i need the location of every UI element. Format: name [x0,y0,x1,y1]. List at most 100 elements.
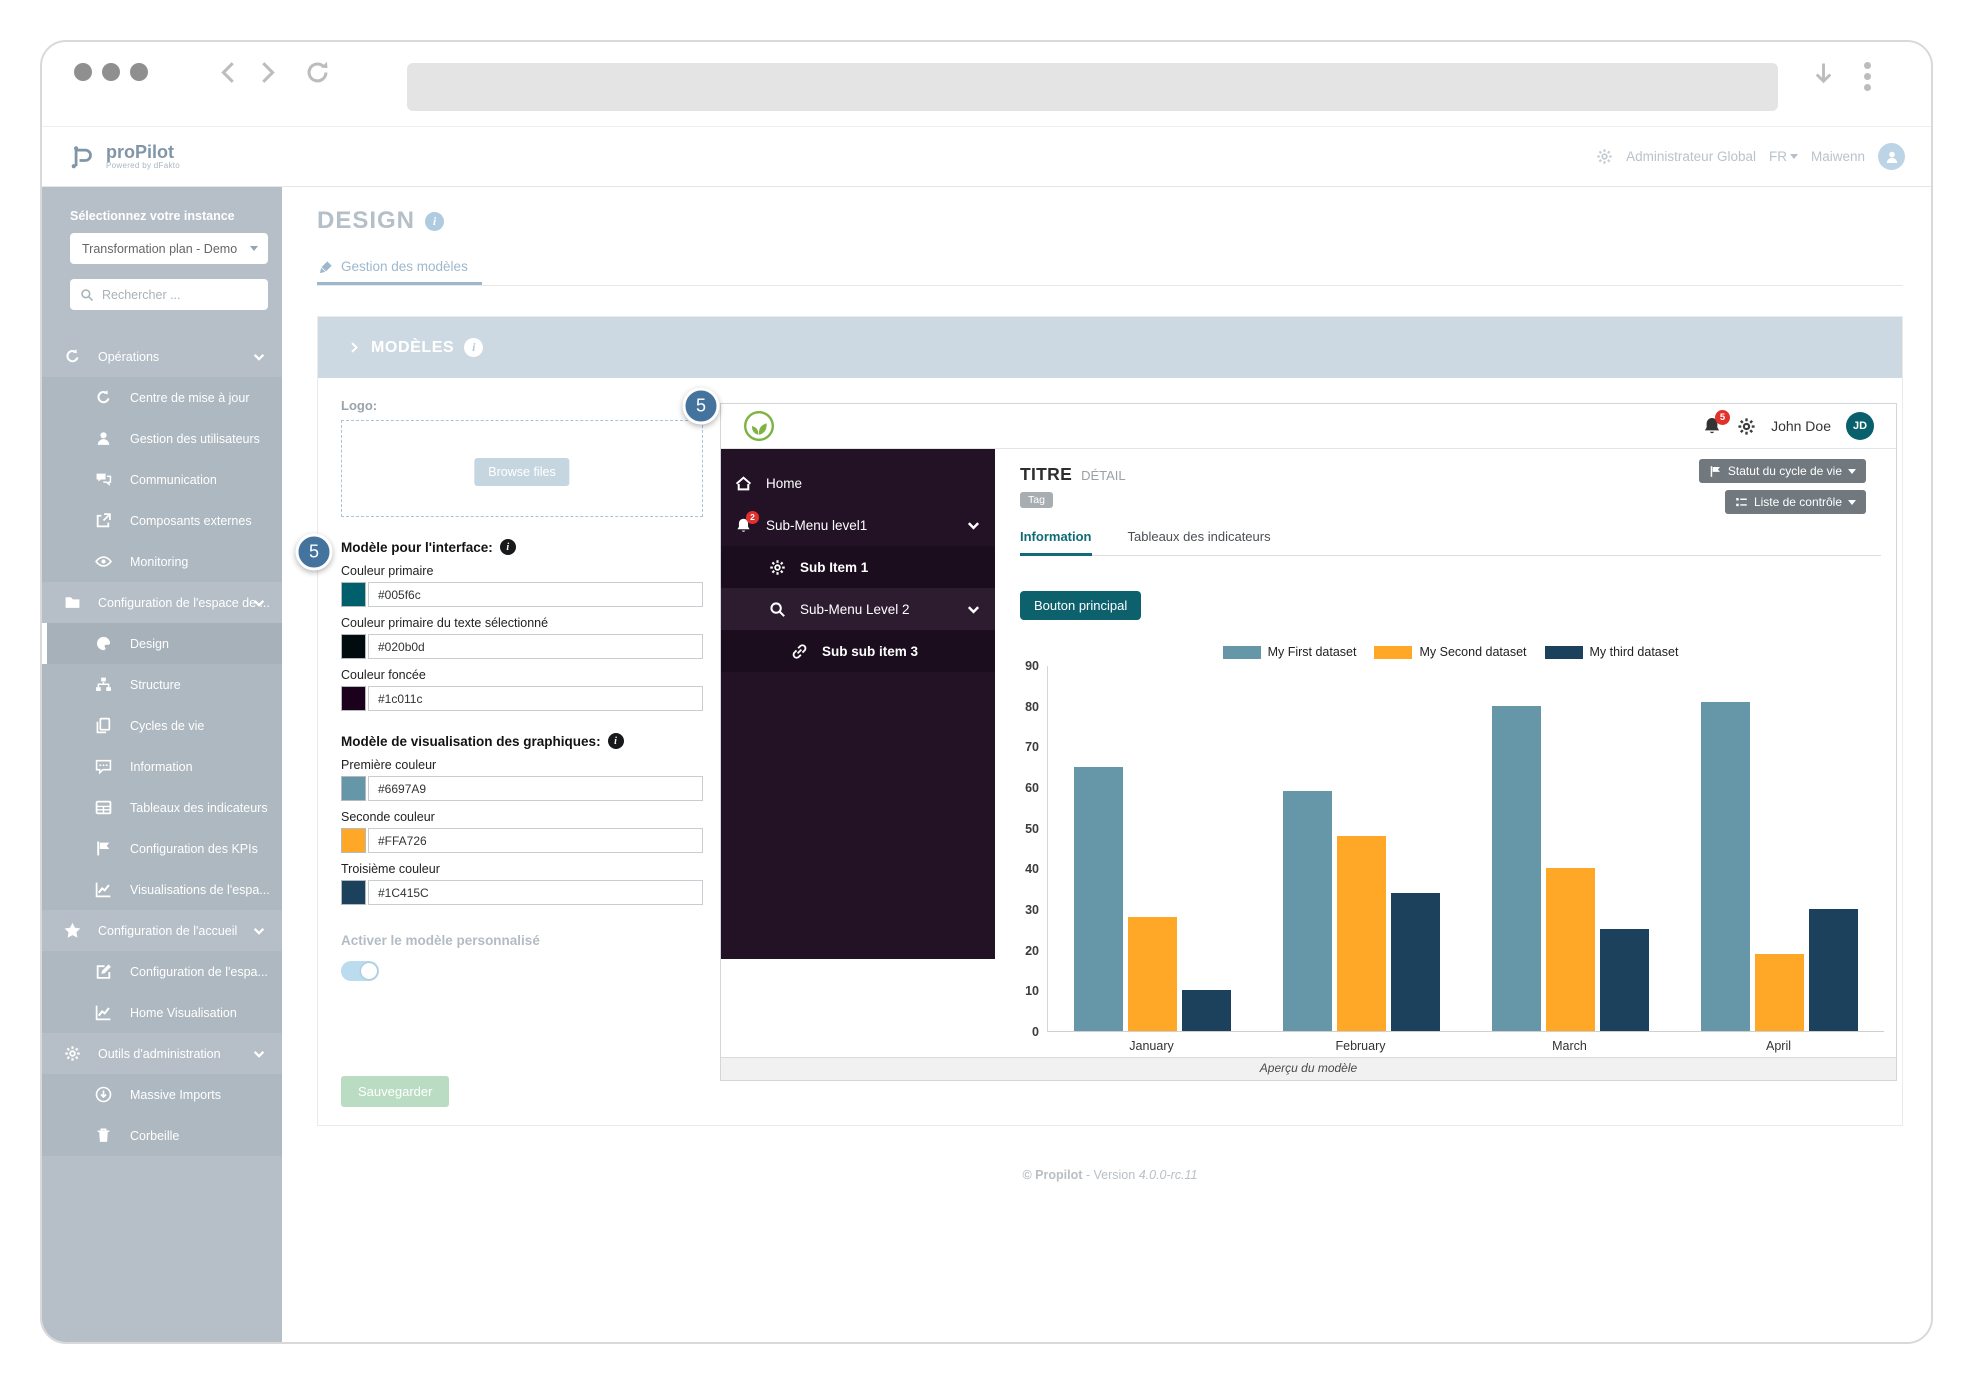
sidebar-item-label: Gestion des utilisateurs [130,431,260,446]
save-button[interactable]: Sauvegarder [341,1076,450,1107]
sidebar-item-monitoring[interactable]: Monitoring [42,541,282,582]
refresh-icon [97,390,110,404]
sidebar-item-configuration-de-l-espace-de[interactable]: Configuration de l'espace de ... [42,582,282,623]
info-icon[interactable]: i [464,338,484,357]
primary-button[interactable]: Bouton principal [1020,591,1142,620]
sidebar-item-massive-imports[interactable]: Massive Imports [42,1074,282,1115]
bell-icon[interactable]: 5 [1702,409,1731,437]
y-tick-label: 10 [1025,984,1039,999]
sidebar-item-corbeille[interactable]: Corbeille [42,1115,282,1156]
edit-icon [96,964,111,979]
color-input[interactable] [368,828,703,853]
bar[interactable] [1600,929,1649,1031]
sidebar-item-home-visualisation[interactable]: Home Visualisation [42,992,282,1033]
x-tick-label: April [1765,1039,1792,1053]
legend-item[interactable]: My First dataset [1222,645,1356,659]
sidebar-item-visualisations-de-l-espa[interactable]: Visualisations de l'espa... [42,869,282,910]
preview-menu-sub-item-1[interactable]: Sub Item 1 [721,546,995,588]
color-swatch[interactable] [341,776,366,801]
y-tick-label: 0 [1032,1025,1039,1039]
external-icon [96,513,111,528]
sidebar-item-centre-de-mise-jour[interactable]: Centre de mise à jour [42,377,282,418]
sidebar-item-communication[interactable]: Communication [42,459,282,500]
preview-caption: Aperçu du modèle [721,1057,1896,1080]
bar[interactable] [1128,917,1177,1031]
model-preview: 5 John Doe JD Home 2 Sub-Menu level1 Sub It… [720,403,1897,1081]
chart-icon [95,882,111,898]
preview-menu-home[interactable]: Home [721,462,995,504]
color-swatch[interactable] [341,880,366,905]
sidebar-item-composants-externes[interactable]: Composants externes [42,500,282,541]
color-input[interactable] [368,776,703,801]
panel-header[interactable]: MODÈLES i [318,317,1902,378]
preview-tab-indicateurs[interactable]: Tableaux des indicateurs [1127,529,1271,544]
sidebar-item-information[interactable]: Information [42,746,282,787]
color-input[interactable] [368,880,703,905]
lifecycle-status-button[interactable]: Statut du cycle de vie [1698,459,1866,483]
bar[interactable] [1755,953,1804,1031]
traffic-light-dot[interactable] [130,63,148,81]
info-icon[interactable]: i [607,733,624,749]
sidebar-item-op-rations[interactable]: Opérations [42,336,282,377]
avatar[interactable] [1878,143,1905,170]
sidebar-item-label: Cycles de vie [130,718,205,733]
refresh-icon[interactable] [304,59,331,86]
color-swatch[interactable] [341,634,366,659]
traffic-light-dot[interactable] [74,63,92,81]
browse-files-button[interactable]: Browse files [474,458,570,486]
bar[interactable] [1182,990,1231,1031]
sidebar-item-cycles-de-vie[interactable]: Cycles de vie [42,705,282,746]
preview-menu-sub-sub-item-3[interactable]: Sub sub item 3 [721,630,995,672]
sidebar-item-label: Configuration de l'accueil [98,923,238,938]
sidebar-item-structure[interactable]: Structure [42,664,282,705]
sidebar-item-design[interactable]: Design [42,623,282,664]
back-icon[interactable] [215,59,242,86]
sidebar-item-configuration-de-l-espa[interactable]: Configuration de l'espa... [42,951,282,992]
download-icon[interactable] [1810,61,1837,88]
bar[interactable] [1337,835,1386,1031]
forward-icon[interactable] [254,59,281,86]
custom-model-toggle[interactable] [341,961,379,981]
bar[interactable] [1074,766,1123,1031]
bar[interactable] [1391,892,1440,1031]
bar[interactable] [1492,705,1541,1031]
preview-menu-label: Sub Item 1 [800,559,869,575]
notification-badge: 2 [746,510,759,524]
checklist-button[interactable]: Liste de contrôle [1724,490,1866,514]
gear-icon[interactable] [1596,148,1613,165]
color-input[interactable] [368,582,703,607]
legend-item[interactable]: My Second dataset [1374,645,1527,659]
info-icon[interactable]: i [499,539,516,555]
sidebar-item-tableaux-des-indicateurs[interactable]: Tableaux des indicateurs [42,787,282,828]
instance-select[interactable]: Transformation plan - Demo [70,233,268,264]
logo-dropzone[interactable]: Browse files [341,420,703,517]
search-input[interactable] [102,287,258,302]
bar[interactable] [1809,909,1858,1031]
gear-icon[interactable] [1737,417,1756,436]
color-input[interactable] [368,686,703,711]
bar[interactable] [1546,868,1595,1031]
color-input[interactable] [368,634,703,659]
info-icon[interactable]: i [425,211,445,231]
sidebar-item-gestion-des-utilisateurs[interactable]: Gestion des utilisateurs [42,418,282,459]
bar[interactable] [1283,791,1332,1031]
sidebar-item-outils-d-administration[interactable]: Outils d'administration [42,1033,282,1074]
sidebar-item-configuration-de-l-accueil[interactable]: Configuration de l'accueil [42,910,282,951]
tab-gestion-des-modeles[interactable]: Gestion des modèles [317,259,482,285]
url-bar[interactable] [407,63,1778,111]
preview-menu-sub-menu-level1[interactable]: 2 Sub-Menu level1 [721,504,995,546]
traffic-light-dot[interactable] [102,63,120,81]
color-field-label: Seconde couleur [341,810,435,824]
menu-kebab-icon[interactable] [1864,62,1871,91]
download-circle-icon [95,1086,112,1103]
color-swatch[interactable] [341,686,366,711]
preview-menu-sub-menu-level-2[interactable]: Sub-Menu Level 2 [721,588,995,630]
preview-avatar[interactable]: JD [1846,412,1874,440]
sidebar-item-configuration-des-kpis[interactable]: Configuration des KPIs [42,828,282,869]
legend-item[interactable]: My third dataset [1544,645,1678,659]
preview-tab-information[interactable]: Information [1020,529,1092,556]
bar[interactable] [1701,701,1750,1031]
color-swatch[interactable] [341,828,366,853]
color-swatch[interactable] [341,582,366,607]
language-selector[interactable]: FR [1769,149,1798,164]
